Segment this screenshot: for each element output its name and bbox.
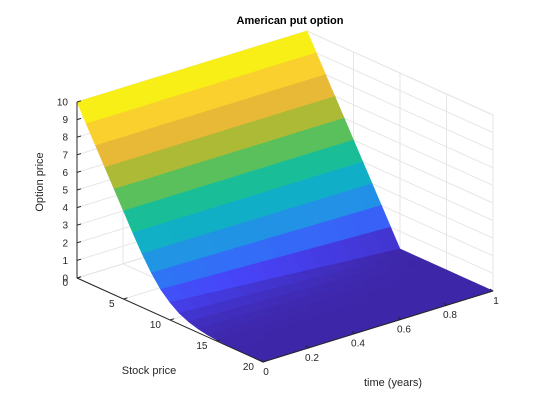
z-tick-mark xyxy=(76,205,82,209)
stock-tick-label: 15 xyxy=(196,341,208,352)
z-tick-label: 3 xyxy=(62,221,68,232)
z-tick-label: 0 xyxy=(62,274,68,285)
time-tick-mark xyxy=(305,345,310,349)
stock-tick-mark xyxy=(262,360,268,363)
stock-tick-mark xyxy=(216,339,221,342)
time-tick-mark xyxy=(259,359,264,363)
z-tick-label: 2 xyxy=(62,238,68,249)
stock-tick-mark xyxy=(76,276,82,279)
y-axis-label: Stock price xyxy=(122,365,176,377)
z-tick-mark xyxy=(76,241,82,244)
z-tick-label: 5 xyxy=(62,186,68,197)
stock-tick-label: 0 xyxy=(62,278,68,289)
chart-title: American put option xyxy=(237,15,344,27)
time-tick-label: 0.8 xyxy=(443,310,457,321)
time-tick-label: 0.6 xyxy=(397,324,411,335)
z-tick-label: 10 xyxy=(57,98,69,109)
time-axis-line xyxy=(262,290,494,363)
time-tick-label: 0 xyxy=(263,367,269,378)
time-tick-label: 0.2 xyxy=(305,353,319,364)
z-tick-mark xyxy=(76,135,82,138)
stock-tick-mark xyxy=(169,318,175,321)
stock-tick-mark xyxy=(123,297,128,300)
z-tick-mark xyxy=(76,170,82,173)
z-tick-mark xyxy=(76,153,82,156)
tick-labels: 0 1 2 3 4 5 6 7 8 9 10 0 5 10 15 20 0 0.2 0.4 0.6 0.8 1 xyxy=(57,98,499,379)
time-tick-mark xyxy=(351,331,356,335)
time-tick-mark xyxy=(489,288,494,292)
z-tick-label: 1 xyxy=(62,256,68,267)
time-tick-label: 0.4 xyxy=(351,339,365,350)
z-tick-mark xyxy=(76,117,82,121)
time-tick-mark xyxy=(397,316,402,320)
z-tick-mark xyxy=(76,188,82,191)
z-tick-label: 4 xyxy=(62,203,68,214)
z-tick-label: 8 xyxy=(62,133,68,144)
x-axis-label: time (years) xyxy=(364,377,422,389)
surface xyxy=(76,30,494,363)
z-tick-label: 6 xyxy=(62,168,68,179)
z-axis-label: Option price xyxy=(34,152,46,211)
stock-tick-label: 20 xyxy=(243,362,255,373)
stock-tick-label: 5 xyxy=(109,299,115,310)
stock-tick-label: 10 xyxy=(150,320,162,331)
axes xyxy=(76,100,494,363)
time-tick-mark xyxy=(443,302,448,306)
z-tick-label: 9 xyxy=(62,115,68,126)
z-tick-mark xyxy=(76,223,82,226)
time-tick-label: 1 xyxy=(493,296,499,307)
z-tick-label: 7 xyxy=(62,150,68,161)
z-tick-mark xyxy=(76,100,82,103)
z-tick-mark xyxy=(76,258,82,261)
